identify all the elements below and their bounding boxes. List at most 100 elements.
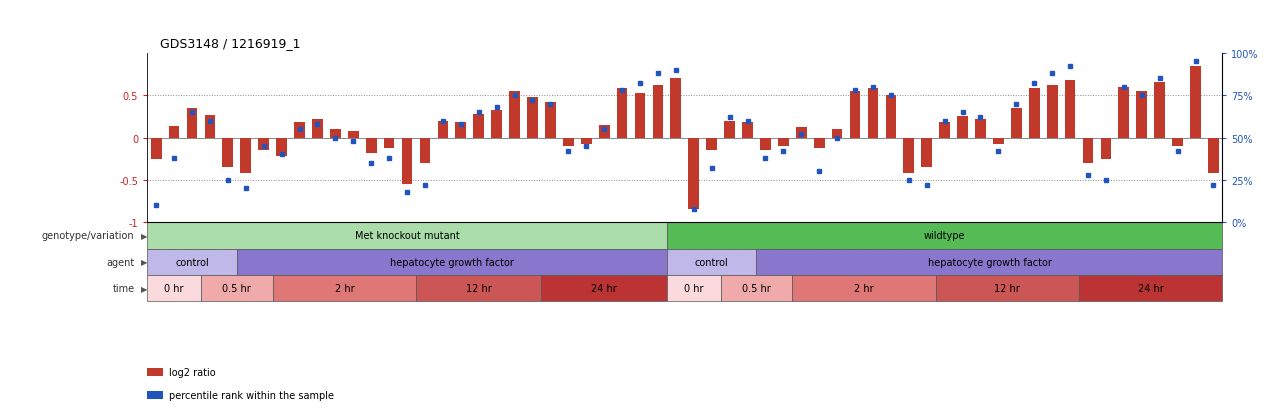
- Text: ▶: ▶: [141, 284, 147, 293]
- Bar: [187, 109, 197, 138]
- Bar: [653, 86, 663, 138]
- Bar: [1011, 109, 1021, 138]
- Bar: [742, 123, 753, 138]
- Bar: [223, 138, 233, 168]
- Text: 0.5 hr: 0.5 hr: [223, 283, 251, 293]
- Bar: [850, 92, 860, 138]
- Bar: [420, 138, 430, 164]
- FancyBboxPatch shape: [273, 275, 416, 301]
- Bar: [760, 138, 771, 151]
- Text: 2 hr: 2 hr: [334, 283, 355, 293]
- Text: GDS3148 / 1216919_1: GDS3148 / 1216919_1: [160, 37, 301, 50]
- Bar: [366, 138, 376, 153]
- Text: hepatocyte growth factor: hepatocyte growth factor: [928, 257, 1051, 267]
- Bar: [922, 138, 932, 168]
- FancyBboxPatch shape: [201, 275, 273, 301]
- Bar: [169, 127, 179, 138]
- Bar: [384, 138, 394, 148]
- Bar: [509, 92, 520, 138]
- Bar: [241, 138, 251, 173]
- Bar: [276, 138, 287, 157]
- FancyBboxPatch shape: [756, 249, 1222, 275]
- Text: Met knockout mutant: Met knockout mutant: [355, 231, 460, 241]
- Bar: [581, 138, 591, 145]
- Bar: [1101, 138, 1111, 159]
- FancyBboxPatch shape: [147, 249, 237, 275]
- Bar: [563, 138, 573, 147]
- Bar: [957, 117, 968, 138]
- Text: agent: agent: [106, 257, 134, 267]
- Text: log2 ratio: log2 ratio: [169, 367, 215, 377]
- Bar: [814, 138, 824, 148]
- Bar: [689, 138, 699, 210]
- FancyBboxPatch shape: [541, 275, 667, 301]
- Bar: [1083, 138, 1093, 164]
- FancyBboxPatch shape: [1079, 275, 1222, 301]
- FancyBboxPatch shape: [416, 275, 541, 301]
- Bar: [492, 111, 502, 138]
- Text: 0 hr: 0 hr: [164, 283, 184, 293]
- FancyBboxPatch shape: [667, 275, 721, 301]
- Text: control: control: [695, 257, 728, 267]
- Bar: [259, 138, 269, 151]
- Bar: [868, 89, 878, 138]
- Text: 24 hr: 24 hr: [1138, 283, 1164, 293]
- Bar: [205, 115, 215, 138]
- FancyBboxPatch shape: [147, 223, 667, 249]
- Text: time: time: [113, 283, 134, 293]
- FancyBboxPatch shape: [721, 275, 792, 301]
- Text: 12 hr: 12 hr: [995, 283, 1020, 293]
- Bar: [993, 138, 1004, 145]
- Bar: [617, 89, 627, 138]
- Bar: [724, 121, 735, 138]
- FancyBboxPatch shape: [237, 249, 667, 275]
- Bar: [1190, 66, 1201, 138]
- Text: ▶: ▶: [141, 231, 147, 240]
- Bar: [294, 123, 305, 138]
- Text: percentile rank within the sample: percentile rank within the sample: [169, 390, 334, 400]
- Text: 0.5 hr: 0.5 hr: [742, 283, 771, 293]
- Bar: [456, 123, 466, 138]
- Text: 24 hr: 24 hr: [591, 283, 617, 293]
- FancyBboxPatch shape: [667, 223, 1222, 249]
- Bar: [545, 103, 556, 138]
- Text: 0 hr: 0 hr: [684, 283, 704, 293]
- Bar: [402, 138, 412, 185]
- FancyBboxPatch shape: [936, 275, 1079, 301]
- Bar: [330, 130, 340, 138]
- Bar: [796, 128, 806, 138]
- Bar: [1137, 92, 1147, 138]
- Bar: [778, 138, 788, 147]
- Bar: [151, 138, 161, 159]
- Bar: [312, 120, 323, 138]
- Text: 2 hr: 2 hr: [854, 283, 874, 293]
- Bar: [975, 120, 986, 138]
- Bar: [904, 138, 914, 173]
- FancyBboxPatch shape: [667, 249, 756, 275]
- Bar: [707, 138, 717, 151]
- FancyBboxPatch shape: [147, 275, 201, 301]
- Text: ▶: ▶: [141, 258, 147, 266]
- Bar: [1065, 81, 1075, 138]
- Bar: [527, 97, 538, 138]
- Bar: [348, 131, 358, 138]
- Text: wildtype: wildtype: [924, 231, 965, 241]
- Bar: [671, 79, 681, 138]
- Bar: [1119, 88, 1129, 138]
- Text: genotype/variation: genotype/variation: [42, 231, 134, 241]
- Bar: [1047, 86, 1057, 138]
- Bar: [599, 126, 609, 138]
- Bar: [1172, 138, 1183, 147]
- Text: 12 hr: 12 hr: [466, 283, 492, 293]
- Bar: [635, 94, 645, 138]
- Bar: [1208, 138, 1219, 173]
- Text: hepatocyte growth factor: hepatocyte growth factor: [390, 257, 513, 267]
- Bar: [438, 121, 448, 138]
- Text: control: control: [175, 257, 209, 267]
- Bar: [474, 114, 484, 138]
- Bar: [1029, 89, 1039, 138]
- Bar: [886, 96, 896, 138]
- Bar: [940, 123, 950, 138]
- Bar: [832, 130, 842, 138]
- FancyBboxPatch shape: [792, 275, 936, 301]
